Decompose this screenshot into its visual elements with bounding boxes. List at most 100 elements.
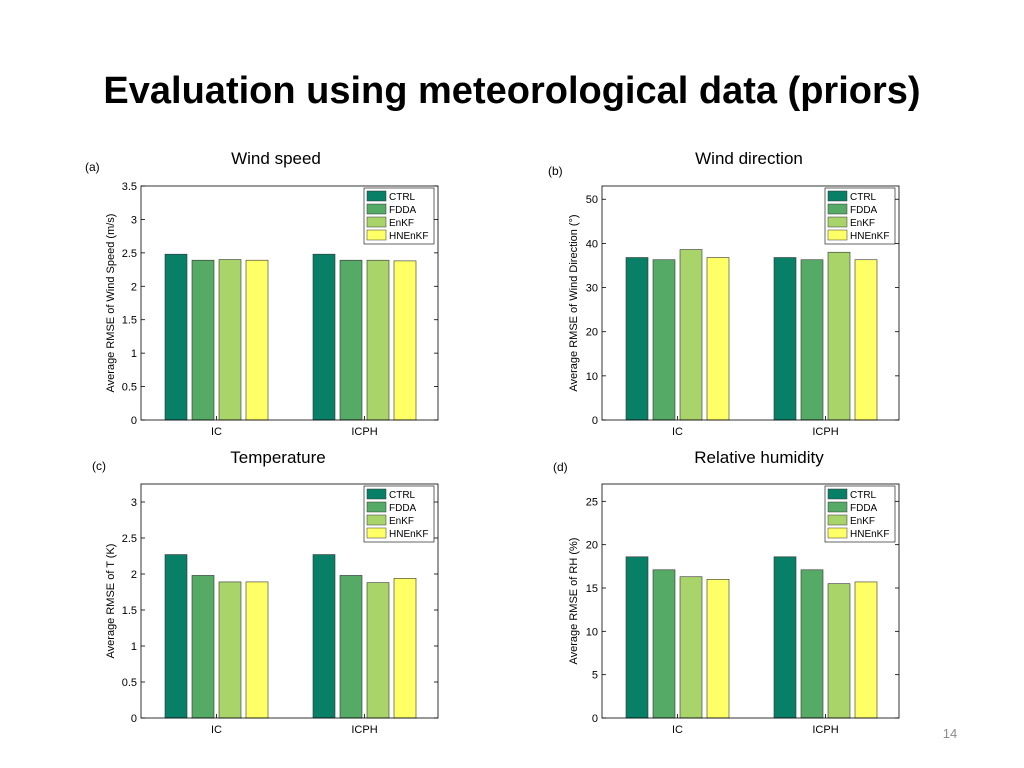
chart-title: Wind speed <box>231 149 321 168</box>
y-axis-label: Average RMSE of RH (%) <box>568 538 580 665</box>
bar-enkf-icph <box>827 251 851 421</box>
legend-label-fdda: FDDA <box>389 205 417 216</box>
bar-hnenkf-icph <box>393 578 417 719</box>
x-tick-label: ICPH <box>351 724 377 736</box>
legend-label-hnenkf: HNEnKF <box>850 529 889 540</box>
plot-frame <box>601 483 900 719</box>
bar-ctrl-icph <box>773 257 797 421</box>
legend: CTRL FDDA EnKF HNEnKF <box>824 485 896 543</box>
bar-fdda-icph <box>800 259 824 421</box>
y-axis-label: Average RMSE of Wind Speed (m/s) <box>105 214 117 393</box>
chart-panel-1: Wind speed (a) Average RMSE of Wind Speed … <box>85 149 439 438</box>
chart-panel-3: Temperature (c) Average RMSE of T (K) 0 0.5 1… <box>92 448 439 736</box>
chart-title: Temperature <box>230 448 325 467</box>
x-tick-label: ICPH <box>812 724 838 736</box>
page-number: 14 <box>942 726 958 741</box>
legend-label-fdda: FDDA <box>850 205 878 216</box>
legend-label-ctrl: CTRL <box>850 490 877 501</box>
legend-label-ctrl: CTRL <box>389 192 416 203</box>
bar-enkf-ic <box>218 581 242 719</box>
legend-swatch-hnenkf <box>827 229 848 241</box>
y-tick-label: 10 <box>586 626 598 638</box>
x-tick-label: IC <box>211 426 222 438</box>
legend: CTRL FDDA EnKF HNEnKF <box>824 187 896 245</box>
legend-swatch-fdda <box>827 501 848 513</box>
plot-frame <box>601 185 900 421</box>
x-tick-label: IC <box>211 724 222 736</box>
legend-swatch-enkf <box>366 216 387 228</box>
legend-swatch-fdda <box>366 501 387 513</box>
panel-label: (b) <box>548 164 563 178</box>
y-tick-label: 40 <box>586 238 598 250</box>
bar-fdda-icph <box>339 575 363 719</box>
y-tick-label: 50 <box>586 194 598 206</box>
x-tick-label: ICPH <box>812 426 838 438</box>
legend-label-hnenkf: HNEnKF <box>389 529 428 540</box>
plot-frame <box>140 483 439 719</box>
y-tick-label: 0.5 <box>122 382 137 394</box>
chart-title: Relative humidity <box>694 448 824 467</box>
legend: CTRL FDDA EnKF HNEnKF <box>363 187 435 245</box>
legend-swatch-hnenkf <box>827 527 848 539</box>
page-title: Evaluation using meteorological data (pr… <box>103 70 921 112</box>
y-tick-label: 1.5 <box>122 605 137 617</box>
bar-enkf-icph <box>366 259 390 421</box>
y-tick-label: 0 <box>131 415 137 427</box>
legend-label-hnenkf: HNEnKF <box>389 231 428 242</box>
y-tick-label: 30 <box>586 283 598 295</box>
legend-swatch-enkf <box>366 514 387 526</box>
bar-enkf-ic <box>218 259 242 421</box>
bar-ctrl-icph <box>312 554 336 719</box>
plot-frame <box>140 185 439 421</box>
panel-label: (c) <box>92 459 106 473</box>
legend-label-hnenkf: HNEnKF <box>850 231 889 242</box>
legend-swatch-ctrl <box>827 190 848 202</box>
y-tick-label: 20 <box>586 540 598 552</box>
bar-fdda-icph <box>339 259 363 421</box>
legend-swatch-enkf <box>827 216 848 228</box>
y-axis-label: Average RMSE of T (K) <box>105 544 117 659</box>
y-tick-label: 0 <box>592 415 598 427</box>
bar-enkf-icph <box>366 582 390 719</box>
bar-ctrl-ic <box>625 257 649 421</box>
panel-label: (a) <box>85 160 100 174</box>
legend: CTRL FDDA EnKF HNEnKF <box>363 485 435 543</box>
legend-swatch-enkf <box>827 514 848 526</box>
bar-ctrl-icph <box>773 556 797 719</box>
y-tick-label: 20 <box>586 327 598 339</box>
bar-enkf-ic <box>679 249 703 421</box>
bar-ctrl-ic <box>164 554 188 719</box>
bar-fdda-ic <box>652 569 676 719</box>
chart-panel-4: Relative humidity (d) Average RMSE of RH (… <box>553 448 900 736</box>
legend-swatch-ctrl <box>366 488 387 500</box>
y-tick-label: 0 <box>592 713 598 725</box>
legend-label-enkf: EnKF <box>850 218 875 229</box>
panel-label: (d) <box>553 460 568 474</box>
bar-ctrl-ic <box>625 556 649 719</box>
y-axis-label: Average RMSE of Wind Direction (°) <box>568 214 580 391</box>
legend-label-fdda: FDDA <box>389 503 417 514</box>
bar-hnenkf-ic <box>245 259 269 421</box>
legend-label-enkf: EnKF <box>389 218 414 229</box>
legend-swatch-hnenkf <box>366 229 387 241</box>
legend-label-ctrl: CTRL <box>389 490 416 501</box>
bar-fdda-icph <box>800 569 824 719</box>
y-tick-label: 15 <box>586 583 598 595</box>
y-tick-label: 3 <box>131 214 137 226</box>
bar-hnenkf-ic <box>706 257 730 421</box>
bar-hnenkf-icph <box>393 260 417 421</box>
y-tick-label: 2.5 <box>122 248 137 260</box>
bar-ctrl-icph <box>312 253 336 421</box>
legend-label-enkf: EnKF <box>389 516 414 527</box>
bar-enkf-icph <box>827 583 851 719</box>
y-tick-label: 2.5 <box>122 533 137 545</box>
y-tick-label: 3.5 <box>122 181 137 193</box>
y-tick-label: 1.5 <box>122 315 137 327</box>
y-tick-label: 0 <box>131 713 137 725</box>
legend-swatch-ctrl <box>827 488 848 500</box>
legend-label-fdda: FDDA <box>850 503 878 514</box>
legend-label-ctrl: CTRL <box>850 192 877 203</box>
bar-fdda-ic <box>652 259 676 421</box>
bar-fdda-ic <box>191 575 215 719</box>
